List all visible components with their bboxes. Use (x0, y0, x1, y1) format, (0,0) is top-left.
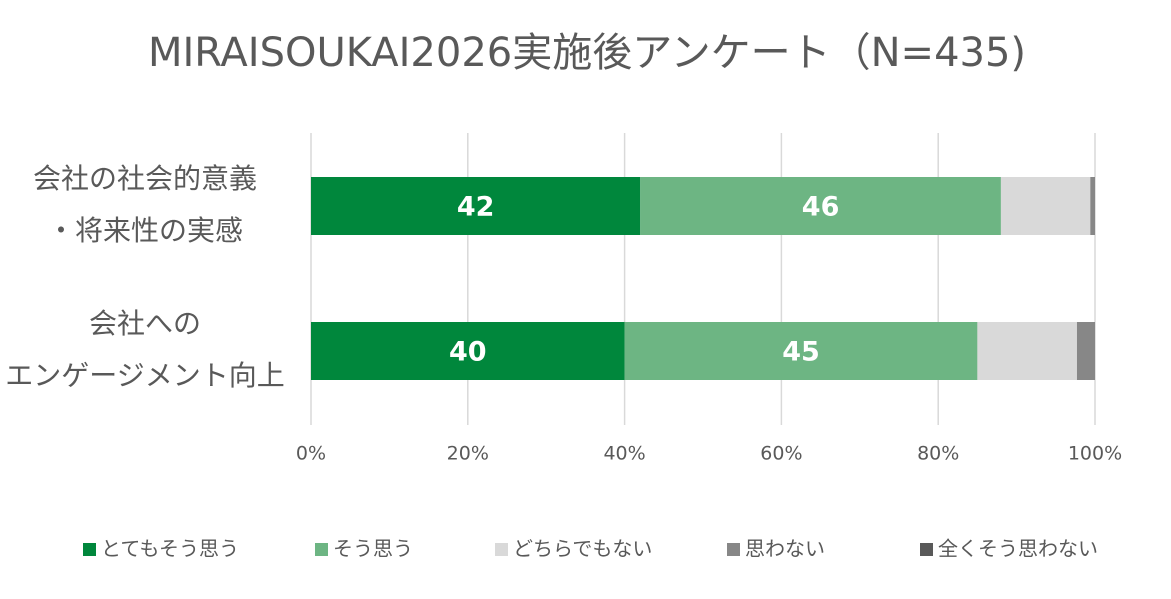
x-tick-label: 60% (760, 443, 802, 465)
legend-swatch (920, 543, 933, 556)
legend-label: 思わない (745, 537, 825, 561)
x-tick-label: 80% (917, 443, 959, 465)
legend-label: そう思う (333, 537, 413, 561)
x-tick-label: 100% (1068, 443, 1122, 465)
bar-segment (311, 322, 625, 380)
y-tick-label: ・将来性の実感 (47, 214, 243, 247)
data-label: 45 (782, 337, 820, 368)
bar-segment (977, 322, 1077, 380)
x-tick-label: 20% (447, 443, 489, 465)
chart-title: MIRAISOUKAI2026実施後アンケート（N=435) (148, 30, 1026, 76)
bar-segment (640, 177, 1001, 235)
bar-segment (311, 177, 641, 235)
x-tick-label: 0% (296, 443, 326, 465)
bar-segment (624, 322, 978, 380)
bar-segment (1076, 322, 1095, 380)
bar-segment (1090, 177, 1095, 235)
legend-swatch (83, 543, 96, 556)
data-label: 46 (802, 192, 840, 223)
legend-swatch (315, 543, 328, 556)
y-tick-label: 会社への (89, 307, 201, 340)
y-tick-label: エンゲージメント向上 (5, 359, 284, 392)
legend-swatch (495, 543, 508, 556)
legend-label: 全くそう思わない (938, 537, 1098, 561)
y-tick-label: 会社の社会的意義 (33, 162, 257, 195)
x-tick-label: 40% (603, 443, 645, 465)
legend-label: とてもそう思う (101, 537, 239, 561)
data-label: 42 (457, 192, 495, 223)
legend-swatch (727, 543, 740, 556)
bar-segment (1000, 177, 1091, 235)
legend-label: どちらでもない (513, 537, 652, 561)
data-label: 40 (449, 337, 487, 368)
